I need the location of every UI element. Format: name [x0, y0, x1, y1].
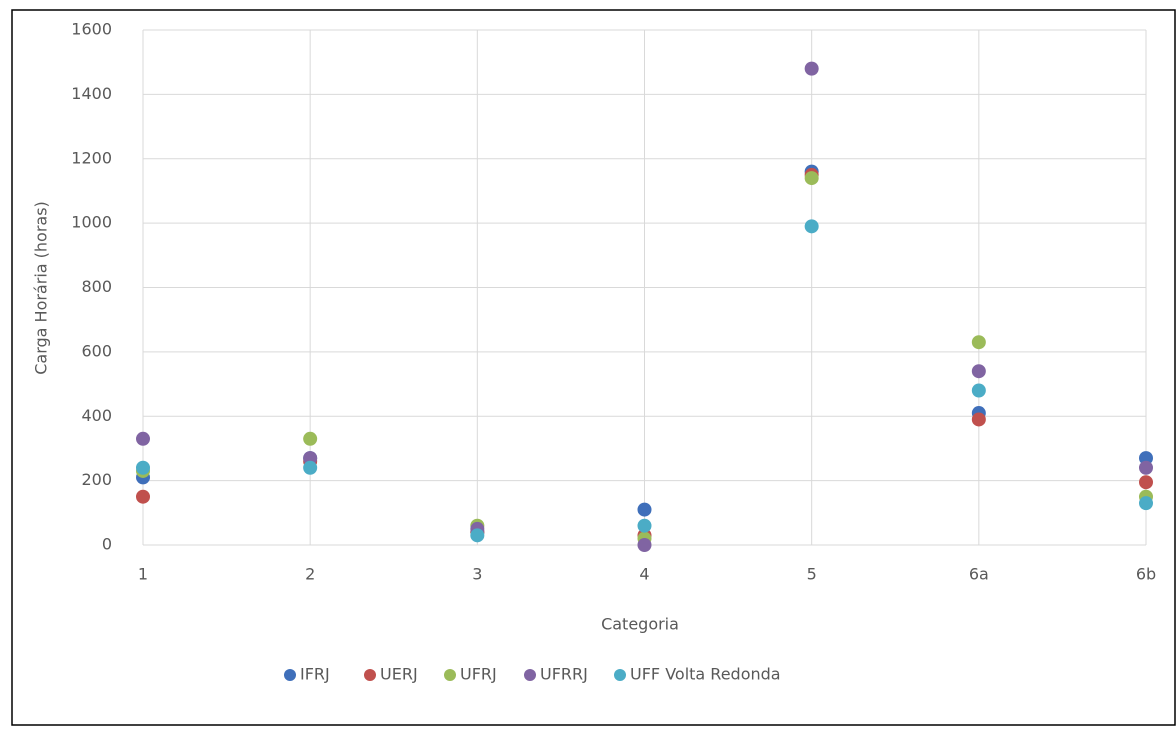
point: [637, 502, 652, 517]
point: [1139, 451, 1153, 466]
point: [637, 538, 652, 552]
y-tick-label: 1600: [71, 20, 112, 39]
legend-label: UFRJ: [460, 665, 497, 684]
point: [804, 171, 819, 186]
y-tick-label: 1200: [71, 148, 112, 167]
point: [470, 528, 485, 543]
legend-marker: [444, 669, 456, 681]
point: [804, 219, 819, 234]
chart-border: [11, 9, 1176, 726]
y-tick-label: 1400: [71, 84, 112, 103]
y-tick-label: 0: [102, 535, 112, 554]
x-tick-label: 2: [305, 565, 315, 584]
x-tick-label: 6b: [1136, 565, 1156, 584]
point: [971, 412, 986, 427]
point: [136, 489, 150, 504]
point: [303, 451, 318, 466]
x-tick-label: 5: [807, 565, 817, 584]
legend-marker: [364, 669, 376, 681]
x-tick-label: 1: [138, 565, 148, 584]
legend-label: IFRJ: [300, 665, 330, 684]
y-tick-label: 400: [81, 406, 112, 425]
legend-label: UFRRJ: [540, 665, 588, 684]
x-tick-label: 3: [472, 565, 482, 584]
point: [1139, 475, 1153, 490]
point: [804, 61, 819, 76]
point: [971, 335, 986, 350]
point: [971, 364, 986, 379]
y-axis-label: Carga Horária (horas): [32, 201, 51, 375]
point: [637, 518, 652, 533]
point: [136, 431, 150, 446]
point: [1139, 460, 1153, 475]
point: [1139, 496, 1153, 511]
point: [136, 460, 150, 475]
x-tick-label: 4: [639, 565, 649, 584]
y-tick-label: 200: [81, 470, 112, 489]
y-tick-label: 1000: [71, 213, 112, 232]
point: [303, 431, 318, 446]
y-tick-label: 600: [81, 341, 112, 360]
point: [971, 383, 986, 398]
legend-label: UFF Volta Redonda: [630, 665, 781, 684]
legend-marker: [284, 669, 296, 681]
point: [303, 460, 318, 475]
x-tick-label: 6a: [969, 565, 989, 584]
x-axis-label: Categoria: [601, 615, 679, 634]
legend-marker: [614, 669, 626, 681]
legend-label: UERJ: [380, 665, 418, 684]
y-tick-label: 800: [81, 277, 112, 296]
legend-marker: [524, 669, 536, 681]
